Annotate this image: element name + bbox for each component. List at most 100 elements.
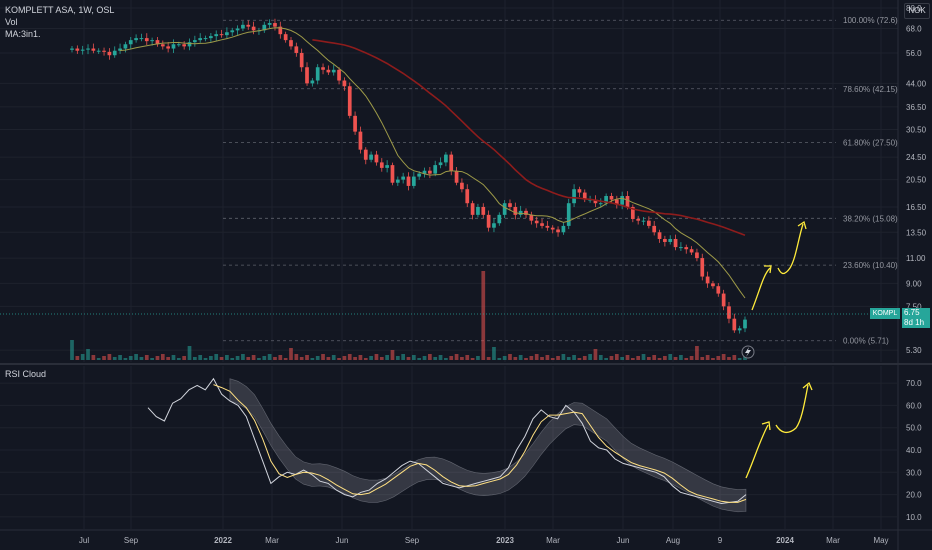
- rsi-tick-label: 40.0: [906, 446, 922, 455]
- volume-bar: [294, 354, 299, 360]
- candle: [727, 302, 731, 324]
- candle: [385, 160, 389, 173]
- volume-bar: [257, 358, 261, 360]
- volume-bar: [342, 356, 347, 360]
- candle: [540, 218, 544, 229]
- candle: [497, 212, 502, 226]
- candle: [433, 160, 438, 177]
- rsi-cloud-band: [229, 378, 747, 513]
- candle: [187, 38, 192, 51]
- candle: [561, 222, 566, 235]
- volume-bar: [123, 358, 128, 360]
- volume-bar: [315, 356, 320, 360]
- candle: [716, 283, 721, 297]
- volume-bar: [433, 357, 438, 360]
- price-tick-label: 11.00: [906, 254, 926, 263]
- volume-bar: [700, 357, 705, 360]
- candle: [572, 184, 576, 208]
- volume-bar: [727, 357, 731, 360]
- volume-bar: [128, 356, 133, 360]
- volume-bar: [577, 358, 582, 360]
- candle: [102, 47, 106, 56]
- fib-level-label: 23.60% (10.40): [843, 261, 898, 270]
- candle: [278, 21, 283, 39]
- candle: [486, 210, 491, 232]
- volume-bar: [198, 355, 203, 360]
- price-tick-label: 56.0: [906, 49, 922, 58]
- candle: [476, 203, 480, 218]
- ticker-label: KOMPL: [870, 308, 900, 319]
- candle: [294, 42, 299, 57]
- candle: [369, 151, 373, 163]
- volume-bar: [171, 355, 176, 360]
- volume-bar: [219, 357, 224, 360]
- price-tick-label: 5.30: [906, 346, 922, 355]
- last-price-value: 6.75 8d 1h: [902, 308, 930, 328]
- chart-title: KOMPLETT ASA, 1W, OSL: [5, 5, 115, 15]
- volume-legend: Vol: [5, 17, 18, 27]
- candle: [235, 25, 240, 35]
- projection-arrow-rsi: [745, 384, 809, 479]
- candle: [107, 48, 112, 60]
- volume-bar: [310, 358, 315, 360]
- candle: [241, 21, 245, 32]
- last-price-tag: KOMPL 6.75 8d 1h: [870, 308, 930, 328]
- candle: [641, 216, 646, 226]
- volume-bar: [209, 356, 213, 360]
- volume-bar: [374, 354, 379, 360]
- candle: [444, 152, 448, 167]
- candle: [171, 39, 176, 54]
- time-tick-label: Jun: [617, 536, 630, 545]
- volume-bar: [460, 357, 464, 360]
- candle: [246, 20, 251, 30]
- candle: [577, 186, 582, 198]
- rsi-legend: RSI Cloud: [5, 369, 47, 379]
- projection-arrowhead-4: [802, 381, 813, 391]
- time-axis-ticks: Jul Sep 2022 Mar Jun Sep 2023 Mar Jun Aug 9 2024 Mar…: [79, 536, 889, 545]
- volume-bar: [593, 349, 598, 360]
- rsi-tick-label: 50.0: [906, 424, 922, 433]
- currency-button[interactable]: NOK: [904, 3, 930, 19]
- candle: [353, 111, 357, 135]
- volume-bar: [112, 357, 117, 360]
- ma-fast-line: [120, 27, 746, 299]
- candle: [636, 215, 641, 225]
- volume-bar: [353, 357, 357, 360]
- candle: [550, 225, 555, 234]
- volume-bar: [524, 358, 528, 360]
- volume-bar: [711, 358, 715, 360]
- volume-bar: [476, 356, 480, 360]
- volume-bar: [107, 354, 112, 360]
- candle: [684, 244, 689, 254]
- candle: [508, 199, 512, 211]
- candle: [331, 64, 336, 76]
- price-tick-label: 44.00: [906, 79, 927, 88]
- countdown: 8d 1h: [904, 318, 925, 327]
- candle: [395, 176, 400, 186]
- candle: [401, 172, 406, 184]
- volume-bar: [657, 358, 662, 360]
- price-tick-label: 20.50: [906, 176, 927, 185]
- volume-bar: [470, 358, 475, 360]
- volume-bar: [337, 358, 341, 360]
- candle: [315, 64, 320, 85]
- volume-bar: [321, 354, 325, 360]
- volume-bar: [305, 355, 309, 360]
- candle: [566, 198, 571, 230]
- volume-bar: [588, 354, 592, 360]
- time-tick-label: Jun: [336, 536, 349, 545]
- volume-bar: [417, 358, 422, 360]
- candle: [230, 27, 235, 37]
- candle: [598, 198, 603, 208]
- volume-bar: [438, 355, 443, 360]
- volume-bar: [486, 357, 491, 360]
- volume-bar: [369, 356, 373, 360]
- volume-bar: [182, 356, 187, 360]
- grid-lines: [0, 0, 898, 362]
- volume-bar: [246, 357, 251, 360]
- candle: [705, 271, 710, 288]
- candle: [422, 167, 427, 178]
- volume-bar: [609, 356, 614, 360]
- volume-bar: [379, 357, 384, 360]
